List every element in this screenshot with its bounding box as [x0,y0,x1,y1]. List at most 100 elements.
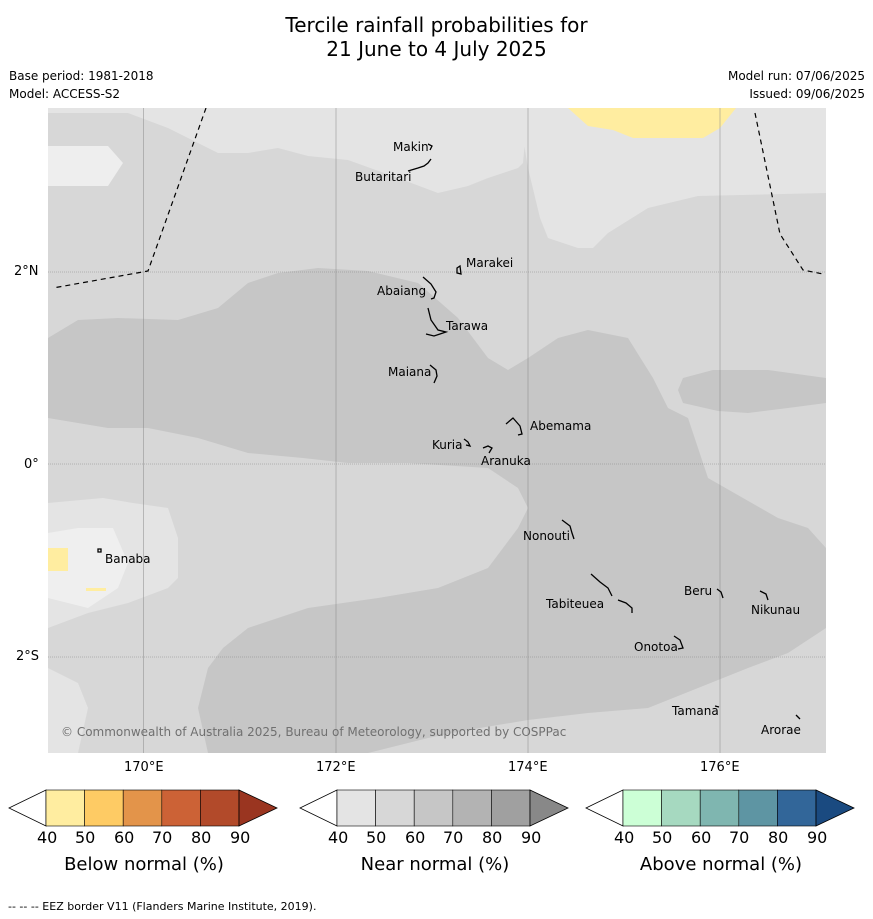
colorbar-segment [122,789,163,827]
below-normal-strip-banaba [86,588,106,591]
model-run: Model run: 07/06/2025 [727,69,865,83]
place-aranuka: Aranuka [481,454,531,468]
darker-region-central [48,268,826,753]
place-butaritari: Butaritari [355,170,412,184]
cb-near-tick: 80 [482,828,503,847]
cb-above-tick: 60 [691,828,712,847]
colorbar-segment [84,789,124,827]
place-banaba: Banaba [105,552,151,566]
cb-below-tick: 40 [37,828,58,847]
place-abemama: Abemama [530,419,591,433]
atoll-maiana [429,364,438,384]
cb-below-tick: 90 [230,828,251,847]
light-region-nw-box [48,146,123,186]
atoll-abaiang [422,276,437,300]
colorbar-extend-high [815,789,855,827]
cb-above-tick: 70 [729,828,750,847]
lon-tick-176e: 176°E [700,760,740,775]
atoll-nonouti [561,519,575,540]
atoll-aranuka [482,445,493,454]
place-arorae: Arorae [761,723,801,737]
eez-border [52,108,824,289]
colorbar-segment [452,789,492,827]
lon-tick-172e: 172°E [316,760,356,775]
cb-above-tick: 90 [807,828,828,847]
darker-region-east [678,370,826,413]
below-normal-patch-banaba [48,548,68,571]
cb-near-tick: 40 [328,828,349,847]
cb-above-tick: 80 [768,828,789,847]
atoll-tarawa [425,307,449,337]
atoll-marakei [456,264,462,275]
colorbar-extend-low [8,789,47,827]
place-nikunau: Nikunau [751,603,800,617]
atoll-beru [716,588,724,599]
place-marakei: Marakei [466,256,513,270]
colorbar-segment [777,789,817,827]
colorbar-segment [491,789,531,827]
lon-tick-170e: 170°E [124,760,164,775]
base-period: Base period: 1981-2018 [9,69,154,83]
colorbar-segment [738,789,778,827]
colorbar-above [585,789,857,827]
colorbar-segment [622,789,662,827]
probability-map: Makin Butaritari Marakei Abaiang Tarawa … [48,108,826,753]
colorbar-segment [336,789,376,827]
atoll-banaba [97,548,102,553]
colorbar-extend-low [585,789,624,827]
lat-tick-2s: 2°S [16,649,40,664]
colorbar-below [8,789,280,827]
colorbar-near-ticks: 40 50 60 70 80 90 [299,828,571,850]
place-maiana: Maiana [388,365,431,379]
cb-near-tick: 90 [521,828,542,847]
colorbar-extend-high [529,789,569,827]
colorbar-segment [699,789,740,827]
chart-title-line1: Tercile rainfall probabilities for [285,13,588,37]
colorbar-segment [661,789,701,827]
place-tarawa: Tarawa [445,319,488,333]
place-kuria: Kuria [432,438,463,452]
cb-above-tick: 40 [614,828,635,847]
copyright-notice: © Commonwealth of Australia 2025, Bureau… [61,725,566,739]
colorbar-above-ticks: 40 50 60 70 80 90 [585,828,857,850]
colorbar-extend-high [238,789,278,827]
colorbar-segment [45,789,85,827]
atoll-makin [427,143,433,151]
place-abaiang: Abaiang [377,284,426,298]
colorbar-below-ticks: 40 50 60 70 80 90 [8,828,280,850]
light-region-top-band [518,108,826,248]
cb-near-tick: 60 [405,828,426,847]
graticule [48,108,826,753]
cb-near-tick: 50 [366,828,387,847]
atoll-outlines [97,143,801,720]
atoll-abemama [505,417,523,436]
light-region-topleft [48,108,528,193]
cb-above-tick: 50 [652,828,673,847]
eez-legend-note: -- -- -- EEZ border V11 (Flanders Marine… [8,900,317,913]
colorbar-segment [200,789,240,827]
atoll-nikunau [759,590,769,601]
atoll-arorae [795,714,801,720]
colorbar-above-title: Above normal (%) [639,854,803,875]
atoll-butaritari [407,158,432,172]
cb-near-tick: 70 [443,828,464,847]
colorbar-below-svg [8,789,278,827]
place-tamana: Tamana [671,704,719,718]
atoll-tamana [714,705,720,708]
colorbar-near [299,789,571,827]
place-nonouti: Nonouti [523,529,570,543]
colorbar-near-svg [299,789,569,827]
cb-below-tick: 70 [152,828,173,847]
colorbar-above-svg [585,789,855,827]
place-beru: Beru [684,584,712,598]
light-region-southwest [48,668,88,753]
place-tabiteuea: Tabiteuea [545,597,604,611]
colorbar-segment [161,789,201,827]
colorbar-segment [413,789,454,827]
cb-below-tick: 60 [114,828,135,847]
colorbar-near-title: Near normal (%) [360,854,510,875]
cb-below-tick: 50 [75,828,96,847]
cb-below-tick: 80 [191,828,212,847]
lat-tick-2n: 2°N [14,264,39,279]
place-onotoa: Onotoa [634,640,678,654]
